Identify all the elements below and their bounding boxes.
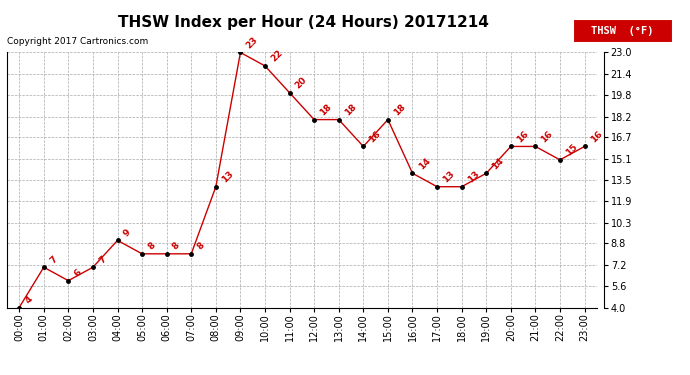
- Text: 16: 16: [368, 129, 383, 144]
- Text: 8: 8: [195, 241, 206, 252]
- Text: 14: 14: [491, 156, 506, 171]
- Text: THSW  (°F): THSW (°F): [591, 26, 654, 36]
- Text: 13: 13: [466, 170, 481, 184]
- Text: 20: 20: [294, 75, 309, 91]
- Text: 16: 16: [589, 129, 604, 144]
- Text: 8: 8: [146, 241, 157, 252]
- Text: 23: 23: [244, 35, 260, 50]
- Text: 7: 7: [48, 254, 59, 265]
- Text: 6: 6: [72, 268, 83, 279]
- Text: 13: 13: [441, 170, 457, 184]
- Text: 18: 18: [318, 102, 333, 117]
- Text: 18: 18: [392, 102, 407, 117]
- Text: 15: 15: [564, 142, 580, 158]
- Text: 22: 22: [269, 48, 284, 64]
- Text: 4: 4: [23, 294, 34, 305]
- Text: 14: 14: [417, 156, 432, 171]
- Text: 18: 18: [343, 102, 358, 117]
- Text: 9: 9: [121, 227, 132, 238]
- Text: Copyright 2017 Cartronics.com: Copyright 2017 Cartronics.com: [7, 38, 148, 46]
- Text: 7: 7: [97, 254, 108, 265]
- Text: 13: 13: [220, 170, 235, 184]
- Text: 16: 16: [515, 129, 530, 144]
- Text: THSW Index per Hour (24 Hours) 20171214: THSW Index per Hour (24 Hours) 20171214: [118, 15, 489, 30]
- Text: 16: 16: [540, 129, 555, 144]
- Text: 8: 8: [171, 241, 181, 252]
